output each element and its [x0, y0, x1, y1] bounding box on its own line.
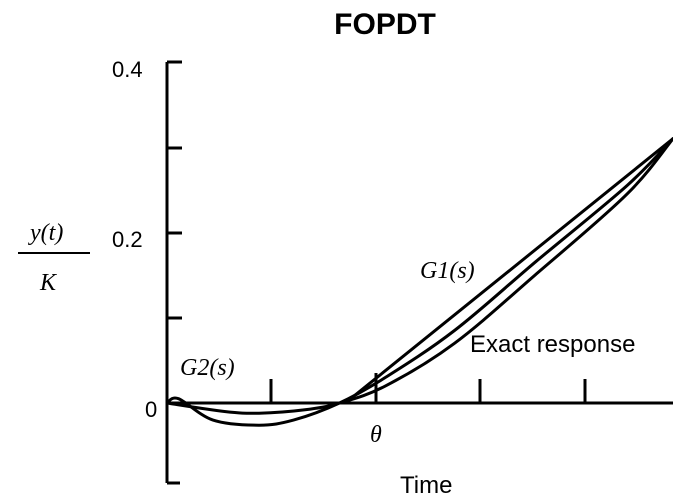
annotation-g2: G2(s) — [180, 355, 235, 381]
annotation-g1: G1(s) — [420, 258, 475, 284]
y-tick-label-0.2: 0.2 — [112, 227, 143, 252]
y-axis-label-numerator: y(t) — [28, 220, 63, 246]
series-line-g1-s — [165, 137, 673, 405]
x-axis-label: Time — [400, 472, 452, 499]
y-axis-label-denominator: K — [39, 270, 58, 296]
annotation-exact-response: Exact response — [470, 331, 635, 358]
series-line-exact-response — [165, 137, 673, 415]
curves-group — [165, 137, 673, 427]
chart-title: FOPDT — [334, 8, 436, 41]
y-tick-label-0.4: 0.4 — [112, 57, 143, 82]
y-tick-label-0: 0 — [145, 397, 157, 422]
annotation-theta: θ — [370, 422, 382, 448]
series-line-g2-s — [165, 137, 673, 427]
